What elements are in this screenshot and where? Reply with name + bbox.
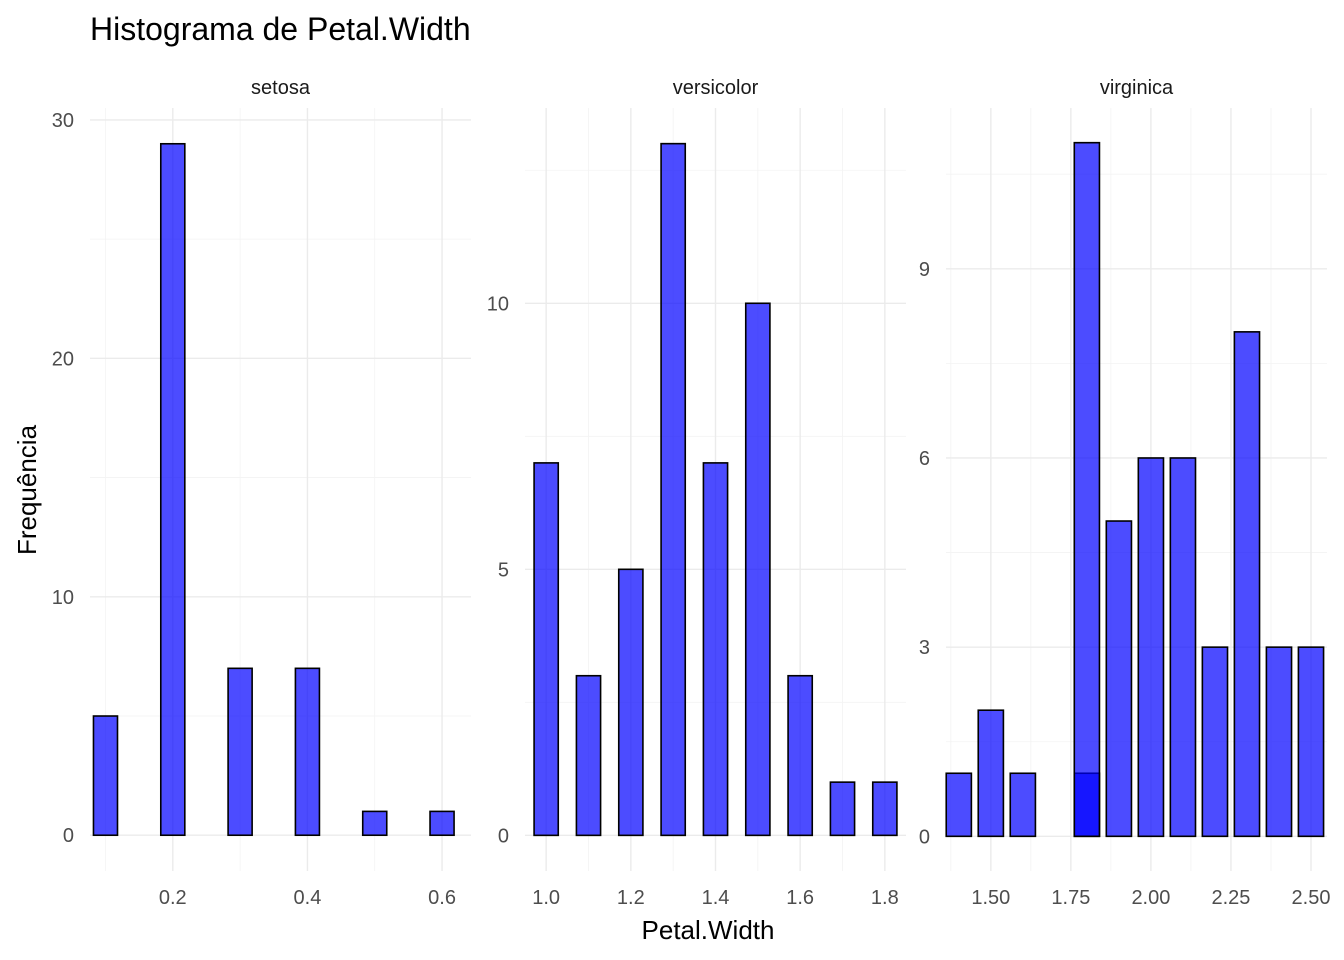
histogram-bar <box>294 667 321 837</box>
histogram-bar <box>361 810 388 837</box>
x-tick-label: 0.6 <box>428 887 456 909</box>
y-tick-label: 3 <box>919 637 930 659</box>
x-tick-label: 1.4 <box>702 887 730 909</box>
histogram-bar <box>1073 141 1101 838</box>
chart-title: Histograma de Petal.Width <box>90 11 471 47</box>
y-tick-label: 6 <box>919 448 930 470</box>
facet-label: versicolor <box>673 77 759 99</box>
histogram-bar <box>1233 331 1261 838</box>
bars <box>533 142 898 837</box>
y-tick-label: 0 <box>498 825 509 847</box>
histogram-bar <box>575 674 602 837</box>
y-tick-label: 0 <box>63 825 74 847</box>
x-tick-label: 2.25 <box>1211 887 1250 909</box>
histogram-bar <box>744 302 771 837</box>
histogram-bar <box>1297 646 1325 838</box>
x-tick-label: 1.75 <box>1051 887 1090 909</box>
x-tick-label: 1.2 <box>617 887 645 909</box>
histogram-bar <box>1201 646 1229 838</box>
y-axis-title: Frequência <box>12 424 42 555</box>
facet-label: setosa <box>251 77 311 99</box>
x-tick-label: 2.00 <box>1131 887 1170 909</box>
x-tick-label: 1.50 <box>971 887 1010 909</box>
histogram-bar <box>1265 646 1293 838</box>
x-tick-label: 1.8 <box>871 887 899 909</box>
histogram-bar <box>533 462 560 837</box>
histogram-bar <box>829 781 856 837</box>
histogram-bar <box>1009 772 1037 838</box>
histogram-bar <box>92 715 119 837</box>
histogram-bar <box>1169 457 1197 838</box>
histogram-bar <box>159 142 186 837</box>
y-tick-label: 5 <box>498 559 509 581</box>
bars <box>92 142 455 837</box>
histogram-bar <box>617 568 644 837</box>
grid-lines <box>90 108 471 871</box>
bars <box>945 141 1325 838</box>
y-tick-label: 10 <box>487 293 509 315</box>
y-tick-label: 10 <box>52 587 74 609</box>
y-tick-label: 9 <box>919 259 930 281</box>
x-tick-label: 2.50 <box>1292 887 1331 909</box>
histogram-bar <box>227 667 253 837</box>
histogram-bar <box>702 462 729 837</box>
facet-label: virginica <box>1100 77 1174 99</box>
histogram-bar <box>429 810 455 837</box>
histogram-bar <box>977 709 1005 838</box>
y-tick-label: 20 <box>52 348 74 370</box>
histogram-bar <box>1105 520 1133 838</box>
x-axis-title: Petal.Width <box>642 915 775 945</box>
x-tick-label: 1.0 <box>532 887 560 909</box>
y-tick-label: 30 <box>52 110 74 132</box>
y-tick-label: 0 <box>919 826 930 848</box>
facet-panel-setosa: setosa 0.2 0.4 0.6 0 10 20 30 <box>52 77 471 909</box>
x-tick-label: 0.2 <box>159 887 187 909</box>
histogram-bar <box>945 772 973 838</box>
x-tick-label: 0.4 <box>294 887 322 909</box>
x-tick-label: 1.6 <box>786 887 814 909</box>
facet-panel-virginica: virginica 1.50 1.75 2.00 2.25 2.50 0 3 6 9 <box>919 77 1331 909</box>
histogram-bar <box>871 781 898 837</box>
histogram-bar <box>1137 457 1165 838</box>
histogram-bar <box>660 142 687 837</box>
histogram-bar <box>787 674 814 837</box>
facet-panel-versicolor: versicolor 1.0 1.2 1.4 1.6 1.8 0 5 10 <box>487 77 906 909</box>
